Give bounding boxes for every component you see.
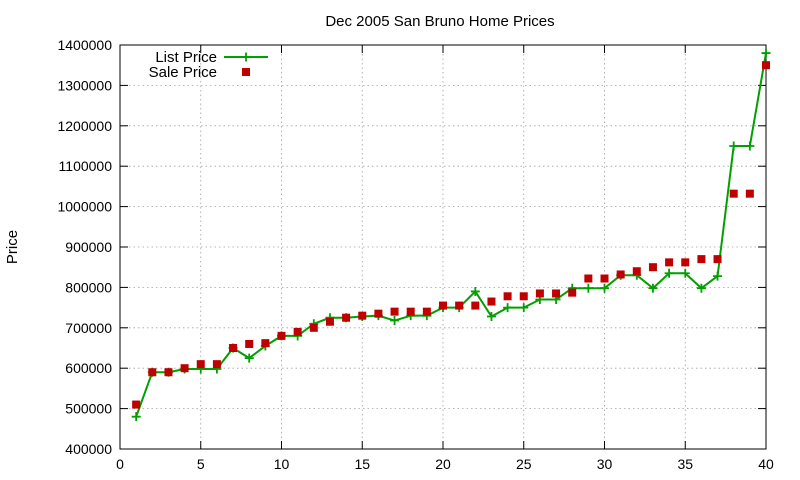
sale-price-point bbox=[342, 313, 351, 322]
sale-price-point bbox=[584, 274, 593, 283]
list-price-point bbox=[745, 141, 755, 151]
series-sale-price bbox=[132, 61, 770, 409]
sale-price-point bbox=[697, 255, 706, 264]
sale-price-point bbox=[180, 364, 189, 373]
y-tick-label: 900000 bbox=[65, 239, 112, 255]
x-tick-label: 35 bbox=[677, 456, 693, 472]
sale-price-point bbox=[245, 339, 254, 348]
tick-labels: 400000 500000 600000 700000 800000 900000 1000… bbox=[57, 37, 774, 472]
x-tick-label: 30 bbox=[597, 456, 613, 472]
sale-price-point bbox=[132, 400, 141, 409]
sale-price-point bbox=[374, 309, 383, 318]
sale-price-point bbox=[406, 307, 415, 316]
y-axis-label: Price bbox=[4, 230, 21, 264]
sale-price-point bbox=[729, 189, 738, 198]
sale-price-point bbox=[455, 301, 464, 310]
y-tick-label: 500000 bbox=[65, 401, 112, 417]
sale-price-point bbox=[309, 323, 318, 332]
list-price-point bbox=[648, 283, 658, 293]
list-price-point bbox=[131, 412, 141, 422]
y-tick-label: 1300000 bbox=[57, 77, 112, 93]
x-tick-label: 20 bbox=[435, 456, 451, 472]
legend-label: Sale Price bbox=[149, 64, 217, 81]
sale-price-point bbox=[422, 307, 431, 316]
sale-price-point bbox=[325, 317, 334, 326]
sale-price-point bbox=[552, 289, 561, 298]
list-price-point bbox=[680, 268, 690, 278]
list-price-point bbox=[696, 283, 706, 293]
sale-price-point bbox=[148, 368, 157, 377]
list-price-point bbox=[713, 271, 723, 281]
sale-price-point bbox=[762, 61, 770, 70]
y-tick-label: 800000 bbox=[65, 279, 112, 295]
list-price-point bbox=[583, 283, 593, 293]
sale-price-point bbox=[503, 292, 512, 301]
legend-point-swatch bbox=[241, 52, 251, 62]
x-tick-label: 25 bbox=[516, 456, 532, 472]
sale-price-point bbox=[568, 288, 577, 297]
chart-title: Dec 2005 San Bruno Home Prices bbox=[325, 13, 554, 30]
y-tick-label: 1100000 bbox=[59, 158, 113, 174]
list-price-point bbox=[519, 303, 529, 313]
y-tick-label: 1200000 bbox=[57, 118, 112, 134]
list-price-point bbox=[390, 316, 400, 326]
x-tick-label: 10 bbox=[274, 456, 290, 472]
sale-price-point bbox=[519, 292, 528, 301]
y-tick-label: 700000 bbox=[65, 320, 112, 336]
y-tick-label: 1400000 bbox=[57, 37, 112, 53]
y-tick-label: 600000 bbox=[65, 360, 112, 376]
sale-price-point bbox=[632, 267, 641, 276]
x-tick-label: 40 bbox=[758, 456, 774, 472]
list-price-point bbox=[486, 311, 496, 321]
sale-price-point bbox=[212, 360, 221, 369]
series-list-price bbox=[131, 48, 771, 422]
sale-price-point bbox=[261, 339, 270, 348]
list-price-point bbox=[244, 353, 254, 363]
sale-price-point bbox=[439, 301, 447, 310]
sale-price-point bbox=[196, 360, 205, 369]
sale-price-point bbox=[471, 301, 480, 310]
legend-point-swatch bbox=[242, 68, 250, 76]
plot-frame bbox=[119, 44, 767, 450]
y-tick-label: 400000 bbox=[65, 441, 112, 457]
x-tick-label: 5 bbox=[197, 456, 205, 472]
series-layer bbox=[131, 48, 771, 422]
sale-price-point bbox=[164, 368, 173, 377]
gridlines bbox=[119, 44, 767, 450]
x-tick-label: 15 bbox=[354, 456, 370, 472]
y-tick-label: 1000000 bbox=[57, 199, 112, 215]
sale-price-point bbox=[616, 270, 625, 279]
list-price-point bbox=[600, 283, 609, 293]
list-price-line bbox=[135, 52, 767, 418]
list-price-point bbox=[729, 141, 739, 151]
list-price-point bbox=[664, 268, 674, 278]
list-price-point bbox=[470, 286, 480, 296]
list-price-point bbox=[503, 303, 513, 313]
sale-price-point bbox=[358, 311, 367, 320]
sale-price-point bbox=[648, 263, 657, 272]
sale-price-point bbox=[713, 255, 722, 264]
sale-price-point bbox=[277, 331, 286, 340]
sale-price-point bbox=[745, 189, 754, 198]
sale-price-point bbox=[681, 258, 690, 267]
sale-price-point bbox=[600, 274, 609, 283]
sale-price-point bbox=[229, 344, 238, 352]
sale-price-point bbox=[390, 307, 399, 316]
sale-price-point bbox=[293, 327, 302, 336]
sale-price-point bbox=[487, 297, 496, 306]
legend-label: List Price bbox=[155, 49, 217, 66]
x-tick-label: 0 bbox=[116, 456, 124, 472]
sale-price-point bbox=[535, 289, 544, 298]
sale-price-point bbox=[665, 258, 674, 267]
list-price-point bbox=[761, 48, 771, 58]
